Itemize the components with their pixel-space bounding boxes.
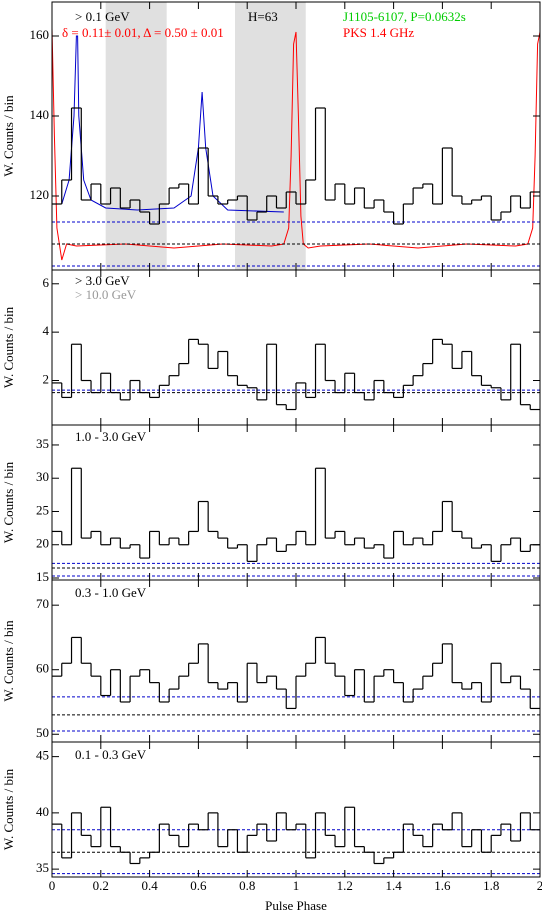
axes-frame (51, 424, 541, 581)
y-tick-label: 140 (30, 107, 50, 122)
annotation: > 10.0 GeV (75, 287, 137, 302)
annotation: PKS 1.4 GHz (343, 25, 414, 40)
model-line (51, 27, 541, 261)
axes-frame (51, 579, 541, 743)
model-line (61, 35, 284, 213)
y-tick-label: 6 (43, 275, 50, 290)
x-tick-label: 1.6 (434, 878, 451, 893)
y-tick-label: 4 (43, 323, 50, 338)
annotation: 1.0 - 3.0 GeV (75, 429, 147, 444)
y-tick-label: 120 (30, 187, 50, 202)
annotation: J1105-6107, P=0.0632s (343, 9, 466, 24)
x-tick-label: 0.4 (141, 878, 158, 893)
annotation: > 3.0 GeV (75, 273, 130, 288)
x-tick-label: 0.2 (93, 878, 109, 893)
y-axis-title: W. Counts / bin (1, 620, 16, 702)
x-tick-label: 2 (537, 878, 542, 893)
y-tick-label: 20 (36, 536, 49, 551)
annotation: δ = 0.11± 0.01, Δ = 0.50 ± 0.01 (62, 25, 224, 40)
y-tick-label: 25 (36, 502, 49, 517)
y-tick-label: 15 (36, 569, 49, 584)
y-tick-label: 50 (36, 725, 49, 740)
x-tick-label: 1 (293, 878, 300, 893)
x-tick-label: 1.4 (385, 878, 402, 893)
y-tick-label: 60 (36, 661, 49, 676)
y-tick-label: 70 (36, 596, 49, 611)
y-tick-label: 160 (30, 27, 50, 42)
y-axis-title: W. Counts / bin (1, 461, 16, 543)
y-tick-label: 45 (36, 748, 49, 763)
shaded-region (105, 2, 167, 270)
annotation: H=63 (248, 9, 278, 24)
y-tick-label: 40 (36, 804, 49, 819)
annotation: > 0.1 GeV (75, 9, 130, 24)
shaded-region (235, 2, 306, 270)
x-tick-label: 1.8 (483, 878, 499, 893)
y-tick-label: 35 (36, 436, 49, 451)
x-axis-title: Pulse Phase (265, 898, 327, 913)
annotation: 0.3 - 1.0 GeV (75, 585, 147, 600)
y-axis-title: W. Counts / bin (1, 768, 16, 850)
y-tick-label: 2 (43, 371, 50, 386)
axes-frame (51, 741, 541, 878)
x-tick-label: 0.6 (190, 878, 207, 893)
y-axis-title: W. Counts / bin (1, 306, 16, 388)
y-tick-label: 35 (36, 860, 49, 875)
x-tick-label: 0.8 (239, 878, 255, 893)
x-tick-label: 1.2 (337, 878, 353, 893)
y-axis-title: W. Counts / bin (1, 95, 16, 177)
y-tick-label: 30 (36, 469, 49, 484)
x-tick-label: 0 (49, 878, 56, 893)
annotation: 0.1 - 0.3 GeV (75, 747, 147, 762)
